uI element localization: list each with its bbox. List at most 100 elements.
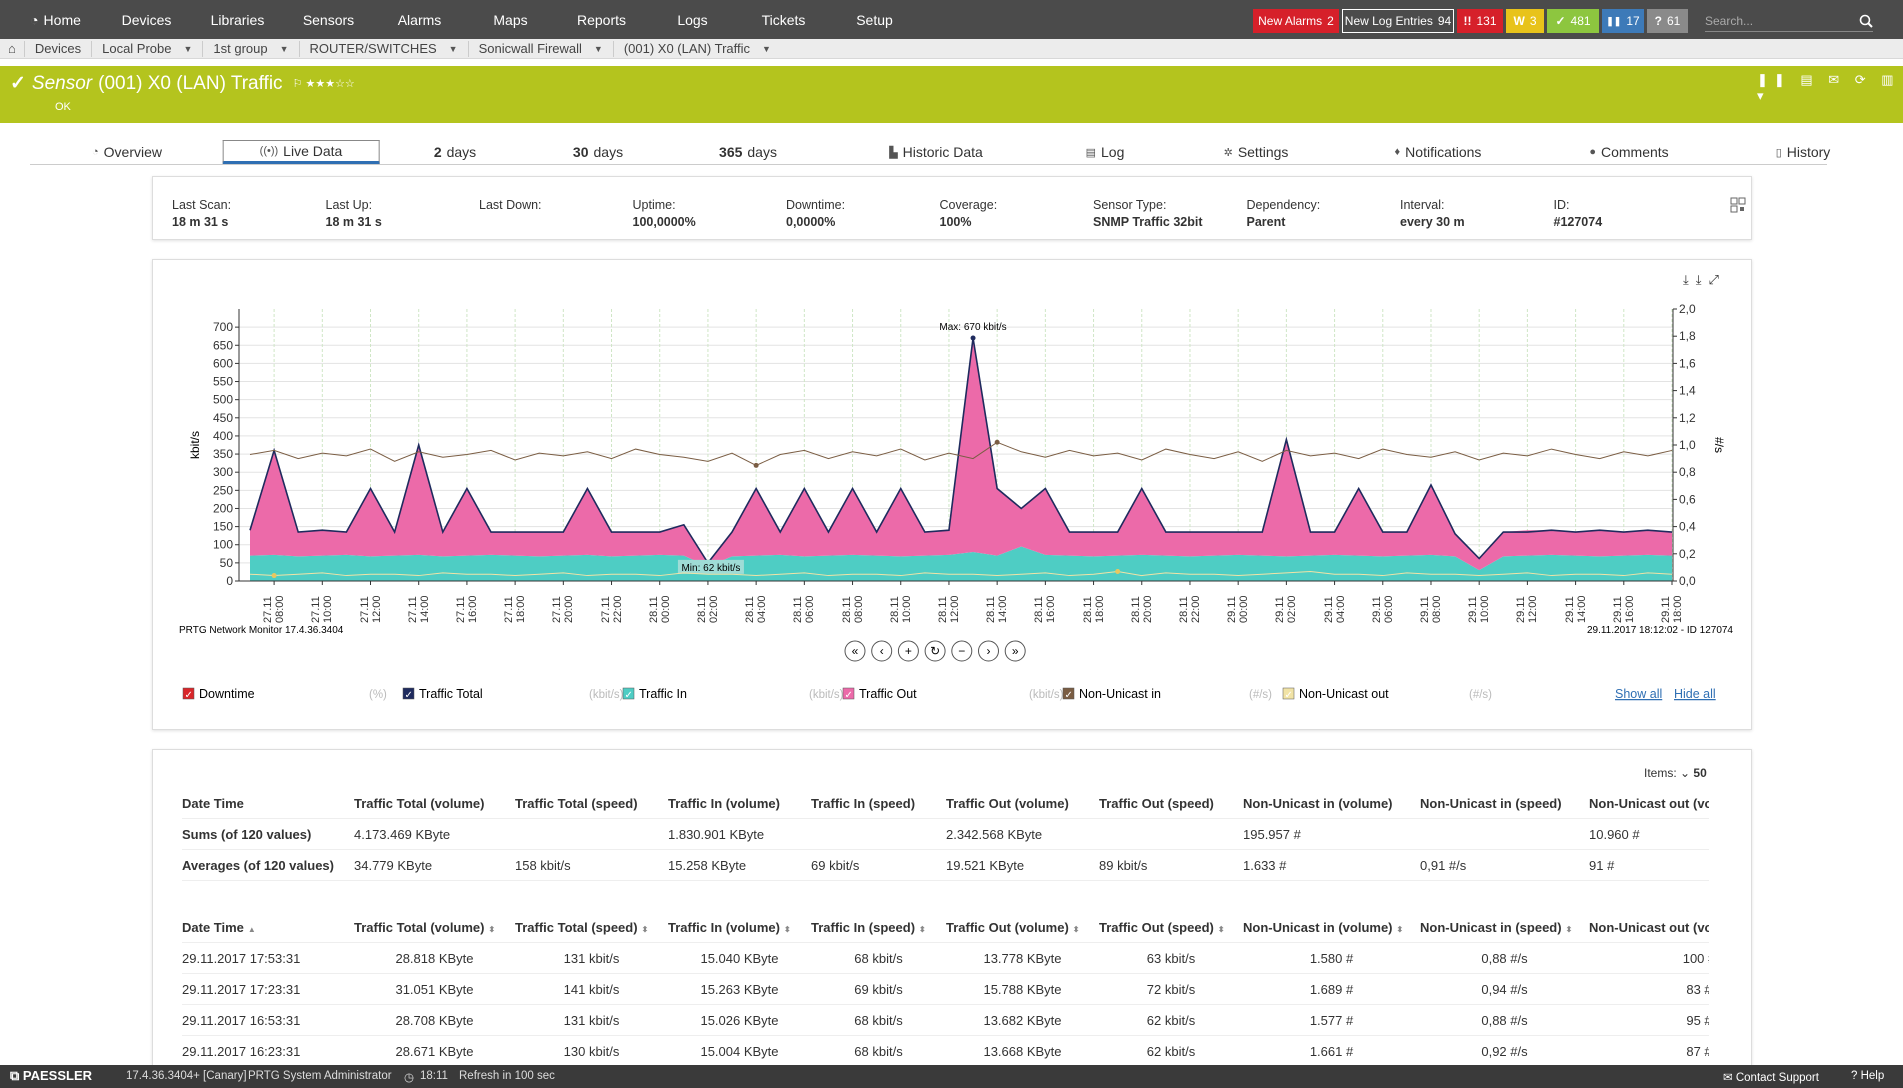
paused-badge[interactable]: ❚❚17 xyxy=(1602,9,1644,33)
info-label: Sensor Type: xyxy=(1093,197,1203,214)
sortable-header[interactable]: Traffic Out (volume)⬍ xyxy=(946,920,1099,935)
column-header: Non-Unicast in (volume) xyxy=(1243,796,1420,811)
sensor-name: (001) X0 (LAN) Traffic xyxy=(98,73,282,95)
summary-cell: 195.957 # xyxy=(1243,827,1420,842)
tab[interactable]: 365days xyxy=(719,140,777,164)
nav-item[interactable]: Libraries xyxy=(192,12,283,28)
sortable-header[interactable]: Date Time▲ xyxy=(182,920,354,935)
search-placeholder: Search... xyxy=(1705,14,1753,28)
column-header: Traffic In (volume) xyxy=(668,920,780,935)
contact-support[interactable]: ✉ Contact Support xyxy=(1723,1070,1819,1084)
search-box[interactable]: Search... xyxy=(1705,10,1873,32)
breadcrumb-item[interactable]: 1st group▼ xyxy=(202,41,298,57)
nav-item[interactable]: Maps xyxy=(465,12,556,28)
tab-label: Settings xyxy=(1238,144,1289,160)
breadcrumb-label: ROUTER/SWITCHES xyxy=(310,41,437,56)
sortable-header[interactable]: Traffic Total (volume)⬍ xyxy=(354,920,515,935)
table-cell: 0,88 #/s xyxy=(1420,951,1589,966)
new-alarms-badge[interactable]: New Alarms2 xyxy=(1253,9,1339,33)
items-count: 50 xyxy=(1693,766,1706,780)
sortable-header[interactable]: Traffic In (volume)⬍ xyxy=(668,920,811,935)
new-log-badge[interactable]: New Log Entries 94 xyxy=(1342,9,1454,33)
nav-item[interactable]: Sensors xyxy=(283,12,374,28)
help[interactable]: ? Help xyxy=(1851,1070,1884,1082)
info-value: SNMP Traffic 32bit xyxy=(1093,214,1203,231)
dropdown-caret: ▼ xyxy=(762,44,771,54)
x-tick-label: 28.11 12:00 xyxy=(937,587,961,623)
tab[interactable]: ▤Log xyxy=(1086,140,1125,164)
chart-tools[interactable]: ⤓⤓⤢ xyxy=(1683,272,1726,288)
legend-hide-all[interactable]: Hide all xyxy=(1674,687,1716,701)
nav-item[interactable]: Logs xyxy=(647,12,738,28)
summary-value: 15.258 KByte xyxy=(668,858,746,873)
unknown-badge[interactable]: ?61 xyxy=(1647,9,1688,33)
sortable-header[interactable]: Non-Unicast out (volume)⬍ xyxy=(1589,920,1709,935)
table-cell: 15.026 KByte xyxy=(668,1013,811,1028)
logo[interactable]: ⧉ PAESSLER xyxy=(10,1068,92,1084)
warnings-badge[interactable]: W3 xyxy=(1506,9,1544,33)
alarms-badge[interactable]: !!131 xyxy=(1457,9,1503,33)
badge-count: 3 xyxy=(1530,14,1537,28)
sensor-actions[interactable]: ❚❚ ▤ ✉ ⟳ ▥ ▾ xyxy=(1757,72,1903,104)
items-selector[interactable]: Items: ⌄ 50 xyxy=(1644,766,1707,780)
breadcrumb-item[interactable]: Devices xyxy=(24,41,91,57)
time: 18:11 xyxy=(420,1070,448,1082)
nav-item[interactable]: Reports xyxy=(556,12,647,28)
nav-item[interactable]: Alarms xyxy=(374,12,465,28)
qr-icon[interactable] xyxy=(1730,197,1746,213)
tab[interactable]: ●Comments xyxy=(1589,140,1668,164)
sortable-header[interactable]: Traffic Total (speed)⬍ xyxy=(515,920,668,935)
table-cell: 28.708 KByte xyxy=(354,1013,515,1028)
up-badge[interactable]: ✓481 xyxy=(1547,9,1599,33)
badge-label: New Log Entries xyxy=(1345,14,1433,28)
legend-unit: (kbit/s) xyxy=(589,689,624,701)
table-cell: 95 # xyxy=(1589,1013,1709,1028)
tab[interactable]: ◔Overview xyxy=(92,140,162,164)
tab[interactable]: ((•))Live Data xyxy=(223,140,380,164)
sortable-header[interactable]: Non-Unicast in (speed)⬍ xyxy=(1420,920,1589,935)
nav-item[interactable]: Devices xyxy=(101,12,192,28)
y2-tick-label: 0,4 xyxy=(1679,520,1696,534)
search-icon[interactable] xyxy=(1859,14,1873,28)
summary-cell: 10.960 # xyxy=(1589,827,1709,842)
breadcrumb-item[interactable]: Sonicwall Firewall▼ xyxy=(468,41,613,57)
tab[interactable]: ▙Historic Data xyxy=(889,140,983,164)
column-header: Non-Unicast in (speed) xyxy=(1420,796,1589,811)
table-cell: 13.668 KByte xyxy=(946,1044,1099,1059)
legend-show-all[interactable]: Show all xyxy=(1615,687,1662,701)
table-cell: 130 kbit/s xyxy=(515,1044,668,1059)
breadcrumb-item[interactable]: Local Probe▼ xyxy=(91,41,202,57)
tab[interactable]: ▯History xyxy=(1776,140,1831,164)
badge-count: 94 xyxy=(1438,14,1451,28)
table-cell: 15.263 KByte xyxy=(668,982,811,997)
tab[interactable]: 2days xyxy=(434,140,476,164)
x-tick-label: 28.11 18:00 xyxy=(1082,587,1106,623)
summary-value: 158 kbit/s xyxy=(515,858,571,873)
nav-item[interactable]: Setup xyxy=(829,12,920,28)
sensor-icons[interactable]: ⚐ ★★★☆☆ xyxy=(293,77,355,90)
y-tick-label: 250 xyxy=(213,483,233,497)
table-cell: 29.11.2017 17:23:31 xyxy=(182,982,354,997)
tab[interactable]: 30days xyxy=(573,140,623,164)
sortable-header[interactable]: Traffic Out (speed)⬍ xyxy=(1099,920,1243,935)
sort-icon: ⬍ xyxy=(1218,925,1225,934)
sortable-header[interactable]: Non-Unicast in (volume)⬍ xyxy=(1243,920,1420,935)
breadcrumb-item[interactable]: ROUTER/SWITCHES▼ xyxy=(299,41,468,57)
tab-unit: days xyxy=(594,144,624,160)
tab[interactable]: ♦Notifications xyxy=(1395,140,1482,164)
nav-item[interactable]: Tickets xyxy=(738,12,829,28)
nav-item[interactable]: ◔Home xyxy=(10,12,101,28)
info-item: Last Scan:18 m 31 s xyxy=(172,197,231,231)
zoom-icon: + xyxy=(905,644,912,658)
y-tick-label: 650 xyxy=(213,338,233,352)
breadcrumb-item[interactable]: (001) X0 (LAN) Traffic▼ xyxy=(613,41,781,57)
tab[interactable]: ✲Settings xyxy=(1224,140,1289,164)
refresh[interactable]: Refresh in 100 sec xyxy=(459,1070,555,1082)
x-tick-label: 28.11 08:00 xyxy=(841,587,865,623)
table-cell: 29.11.2017 16:23:31 xyxy=(182,1044,354,1059)
sortable-header[interactable]: Traffic In (speed)⬍ xyxy=(811,920,946,935)
user[interactable]: PRTG System Administrator xyxy=(248,1070,392,1082)
column-header: Traffic In (speed) xyxy=(811,920,915,935)
home-icon[interactable]: ⌂ xyxy=(8,41,24,56)
table-cell: 15.788 KByte xyxy=(946,982,1099,997)
